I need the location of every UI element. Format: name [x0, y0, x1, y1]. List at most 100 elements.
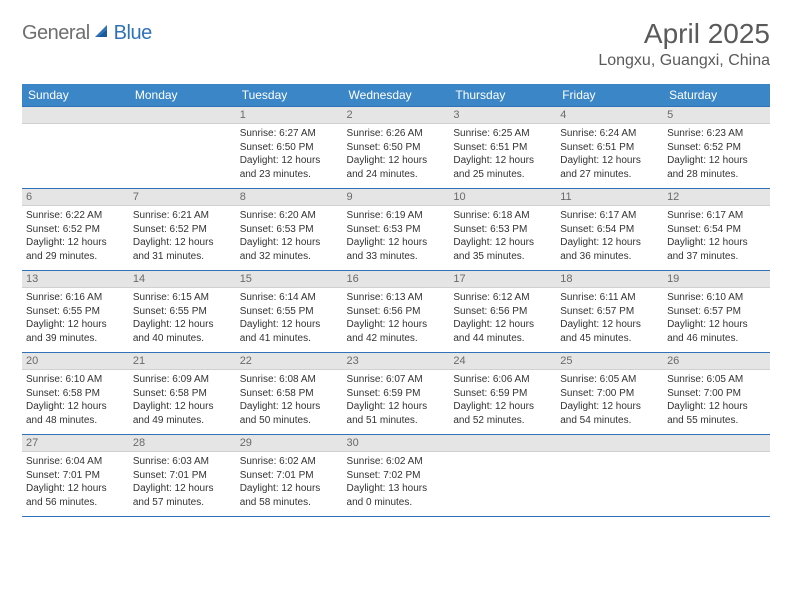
day-line: Daylight: 12 hours and 41 minutes.	[240, 318, 339, 345]
day-body	[129, 124, 236, 129]
day-line: Sunset: 6:59 PM	[453, 387, 552, 401]
day-number: 19	[663, 271, 770, 288]
day-number: 24	[449, 353, 556, 370]
day-number: 17	[449, 271, 556, 288]
day-line: Sunrise: 6:19 AM	[347, 209, 446, 223]
day-line: Daylight: 12 hours and 23 minutes.	[240, 154, 339, 181]
day-line: Sunrise: 6:26 AM	[347, 127, 446, 141]
day-line: Sunset: 6:55 PM	[26, 305, 125, 319]
calendar-day-cell: 8Sunrise: 6:20 AMSunset: 6:53 PMDaylight…	[236, 189, 343, 271]
day-number: 30	[343, 435, 450, 452]
day-number: 26	[663, 353, 770, 370]
calendar-day-cell: 9Sunrise: 6:19 AMSunset: 6:53 PMDaylight…	[343, 189, 450, 271]
day-body: Sunrise: 6:17 AMSunset: 6:54 PMDaylight:…	[556, 206, 663, 265]
day-body: Sunrise: 6:20 AMSunset: 6:53 PMDaylight:…	[236, 206, 343, 265]
day-number: 18	[556, 271, 663, 288]
calendar-day-cell: 7Sunrise: 6:21 AMSunset: 6:52 PMDaylight…	[129, 189, 236, 271]
calendar-day-cell: 14Sunrise: 6:15 AMSunset: 6:55 PMDayligh…	[129, 271, 236, 353]
day-line: Sunset: 6:57 PM	[560, 305, 659, 319]
calendar-day-cell: 20Sunrise: 6:10 AMSunset: 6:58 PMDayligh…	[22, 353, 129, 435]
weekday-header: Sunday	[22, 84, 129, 107]
calendar-day-cell: 24Sunrise: 6:06 AMSunset: 6:59 PMDayligh…	[449, 353, 556, 435]
day-body	[22, 124, 129, 129]
day-body: Sunrise: 6:27 AMSunset: 6:50 PMDaylight:…	[236, 124, 343, 183]
day-number: 25	[556, 353, 663, 370]
day-line: Daylight: 12 hours and 44 minutes.	[453, 318, 552, 345]
location: Longxu, Guangxi, China	[598, 52, 770, 70]
day-number: 28	[129, 435, 236, 452]
logo: General Blue	[22, 22, 152, 45]
calendar-day-cell: 2Sunrise: 6:26 AMSunset: 6:50 PMDaylight…	[343, 107, 450, 189]
logo-text-blue: Blue	[114, 22, 152, 45]
day-line: Daylight: 12 hours and 37 minutes.	[667, 236, 766, 263]
calendar-day-cell: 13Sunrise: 6:16 AMSunset: 6:55 PMDayligh…	[22, 271, 129, 353]
day-number	[129, 107, 236, 124]
day-number: 27	[22, 435, 129, 452]
weekday-header: Tuesday	[236, 84, 343, 107]
day-line: Sunrise: 6:25 AM	[453, 127, 552, 141]
day-body: Sunrise: 6:13 AMSunset: 6:56 PMDaylight:…	[343, 288, 450, 347]
day-line: Daylight: 12 hours and 49 minutes.	[133, 400, 232, 427]
day-body: Sunrise: 6:12 AMSunset: 6:56 PMDaylight:…	[449, 288, 556, 347]
day-number: 29	[236, 435, 343, 452]
day-line: Sunrise: 6:10 AM	[26, 373, 125, 387]
day-line: Sunrise: 6:07 AM	[347, 373, 446, 387]
day-body: Sunrise: 6:07 AMSunset: 6:59 PMDaylight:…	[343, 370, 450, 429]
day-body: Sunrise: 6:11 AMSunset: 6:57 PMDaylight:…	[556, 288, 663, 347]
day-body: Sunrise: 6:05 AMSunset: 7:00 PMDaylight:…	[556, 370, 663, 429]
day-body	[663, 452, 770, 457]
day-line: Sunrise: 6:08 AM	[240, 373, 339, 387]
day-line: Daylight: 12 hours and 25 minutes.	[453, 154, 552, 181]
day-line: Sunrise: 6:24 AM	[560, 127, 659, 141]
day-number: 7	[129, 189, 236, 206]
day-line: Daylight: 12 hours and 35 minutes.	[453, 236, 552, 263]
day-body: Sunrise: 6:17 AMSunset: 6:54 PMDaylight:…	[663, 206, 770, 265]
day-line: Sunset: 6:51 PM	[453, 141, 552, 155]
day-body: Sunrise: 6:05 AMSunset: 7:00 PMDaylight:…	[663, 370, 770, 429]
calendar-week-row: 20Sunrise: 6:10 AMSunset: 6:58 PMDayligh…	[22, 353, 770, 435]
calendar-day-cell: 1Sunrise: 6:27 AMSunset: 6:50 PMDaylight…	[236, 107, 343, 189]
day-line: Daylight: 12 hours and 33 minutes.	[347, 236, 446, 263]
day-number	[449, 435, 556, 452]
day-line: Sunrise: 6:17 AM	[560, 209, 659, 223]
day-line: Sunset: 7:01 PM	[26, 469, 125, 483]
calendar-day-cell: 29Sunrise: 6:02 AMSunset: 7:01 PMDayligh…	[236, 435, 343, 517]
day-line: Sunset: 7:01 PM	[133, 469, 232, 483]
day-number: 13	[22, 271, 129, 288]
day-body	[449, 452, 556, 457]
calendar-day-cell: 6Sunrise: 6:22 AMSunset: 6:52 PMDaylight…	[22, 189, 129, 271]
day-line: Sunset: 6:56 PM	[347, 305, 446, 319]
day-line: Daylight: 12 hours and 58 minutes.	[240, 482, 339, 509]
day-line: Sunrise: 6:14 AM	[240, 291, 339, 305]
day-number	[556, 435, 663, 452]
calendar-week-row: 13Sunrise: 6:16 AMSunset: 6:55 PMDayligh…	[22, 271, 770, 353]
day-number: 15	[236, 271, 343, 288]
day-line: Daylight: 12 hours and 51 minutes.	[347, 400, 446, 427]
day-line: Sunrise: 6:21 AM	[133, 209, 232, 223]
day-number	[22, 107, 129, 124]
day-body: Sunrise: 6:18 AMSunset: 6:53 PMDaylight:…	[449, 206, 556, 265]
day-line: Daylight: 12 hours and 54 minutes.	[560, 400, 659, 427]
day-line: Sunset: 6:50 PM	[347, 141, 446, 155]
day-body: Sunrise: 6:23 AMSunset: 6:52 PMDaylight:…	[663, 124, 770, 183]
day-line: Sunrise: 6:05 AM	[667, 373, 766, 387]
day-line: Sunrise: 6:02 AM	[240, 455, 339, 469]
day-line: Daylight: 12 hours and 27 minutes.	[560, 154, 659, 181]
day-line: Sunset: 6:57 PM	[667, 305, 766, 319]
day-number: 11	[556, 189, 663, 206]
day-line: Sunrise: 6:10 AM	[667, 291, 766, 305]
day-number: 23	[343, 353, 450, 370]
day-line: Sunrise: 6:13 AM	[347, 291, 446, 305]
day-line: Daylight: 12 hours and 50 minutes.	[240, 400, 339, 427]
logo-text-general: General	[22, 22, 90, 45]
calendar-day-cell: 17Sunrise: 6:12 AMSunset: 6:56 PMDayligh…	[449, 271, 556, 353]
day-line: Daylight: 12 hours and 42 minutes.	[347, 318, 446, 345]
calendar-day-cell: 5Sunrise: 6:23 AMSunset: 6:52 PMDaylight…	[663, 107, 770, 189]
day-line: Sunrise: 6:20 AM	[240, 209, 339, 223]
day-body: Sunrise: 6:24 AMSunset: 6:51 PMDaylight:…	[556, 124, 663, 183]
day-line: Sunset: 6:53 PM	[453, 223, 552, 237]
month-title: April 2025	[598, 18, 770, 50]
day-body: Sunrise: 6:19 AMSunset: 6:53 PMDaylight:…	[343, 206, 450, 265]
calendar-day-cell: 12Sunrise: 6:17 AMSunset: 6:54 PMDayligh…	[663, 189, 770, 271]
calendar-day-cell: 11Sunrise: 6:17 AMSunset: 6:54 PMDayligh…	[556, 189, 663, 271]
